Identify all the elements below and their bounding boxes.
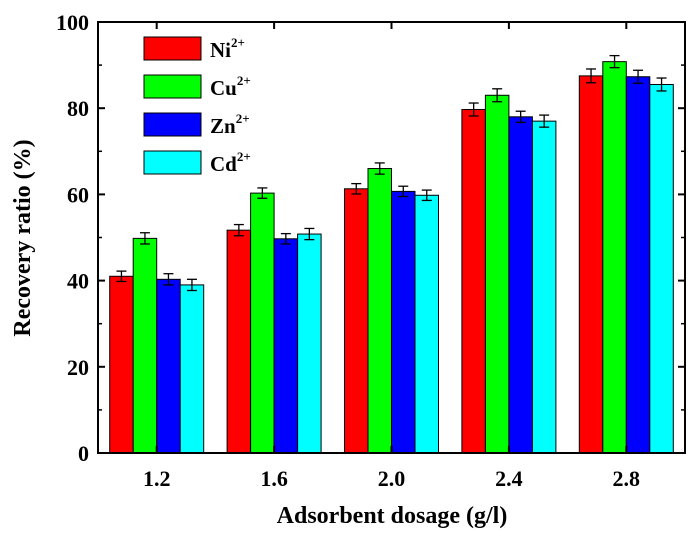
bar-zn bbox=[391, 190, 416, 454]
bar-cu bbox=[132, 237, 158, 454]
bar-cu bbox=[367, 168, 392, 454]
bar-cu bbox=[484, 94, 510, 454]
legend-label-ni: Ni2+ bbox=[210, 35, 245, 62]
bar-cd bbox=[414, 194, 439, 454]
bar-ni bbox=[578, 75, 604, 454]
x-tick-label: 1.6 bbox=[260, 466, 288, 491]
x-tick-label: 2.8 bbox=[613, 466, 641, 491]
bar-cd bbox=[649, 83, 674, 454]
bar-zn bbox=[273, 238, 299, 454]
legend-swatch-cu bbox=[143, 74, 202, 99]
bar-cu bbox=[602, 61, 627, 454]
bar-zn bbox=[508, 116, 533, 454]
legend-label-cd: Cd2+ bbox=[210, 149, 251, 176]
x-tick-label: 1.2 bbox=[143, 466, 171, 491]
bar-ni bbox=[109, 275, 134, 454]
bar-ni bbox=[344, 188, 369, 454]
bar-zn bbox=[625, 76, 651, 454]
bar-ni bbox=[226, 229, 252, 454]
y-tick-label: 20 bbox=[67, 355, 89, 380]
legend-swatch-cd bbox=[143, 150, 202, 175]
legend-label-cu: Cu2+ bbox=[210, 73, 251, 100]
y-tick-label: 80 bbox=[67, 96, 89, 121]
x-axis-label: Adsorbent dosage (g/l) bbox=[277, 503, 508, 529]
legend: Ni2+ Cu2+ Zn2+ Cd2+ bbox=[143, 35, 251, 176]
x-tick-label: 2.0 bbox=[378, 466, 406, 491]
bar-cd bbox=[179, 284, 205, 454]
bar-cd bbox=[531, 120, 557, 454]
y-tick-label: 0 bbox=[78, 441, 89, 466]
bar-cd bbox=[297, 233, 322, 454]
legend-swatch-zn bbox=[143, 112, 202, 137]
axes-layer: 0 20 40 60 80 100 1.2 1.6 2.0 2.4 2.8 bbox=[56, 10, 686, 491]
bar-zn bbox=[156, 278, 181, 454]
bars-layer bbox=[109, 61, 674, 454]
error-bars-layer bbox=[116, 54, 667, 292]
legend-swatch-ni bbox=[143, 36, 202, 61]
y-tick-label: 60 bbox=[67, 182, 89, 207]
bar-ni bbox=[461, 108, 486, 454]
y-tick-label: 100 bbox=[56, 10, 89, 35]
bar-cu bbox=[250, 192, 275, 454]
x-tick-label: 2.4 bbox=[495, 466, 523, 491]
y-tick-label: 40 bbox=[67, 269, 89, 294]
y-axis-label: Recovery ratio (%) bbox=[10, 139, 36, 336]
legend-label-zn: Zn2+ bbox=[210, 111, 250, 138]
